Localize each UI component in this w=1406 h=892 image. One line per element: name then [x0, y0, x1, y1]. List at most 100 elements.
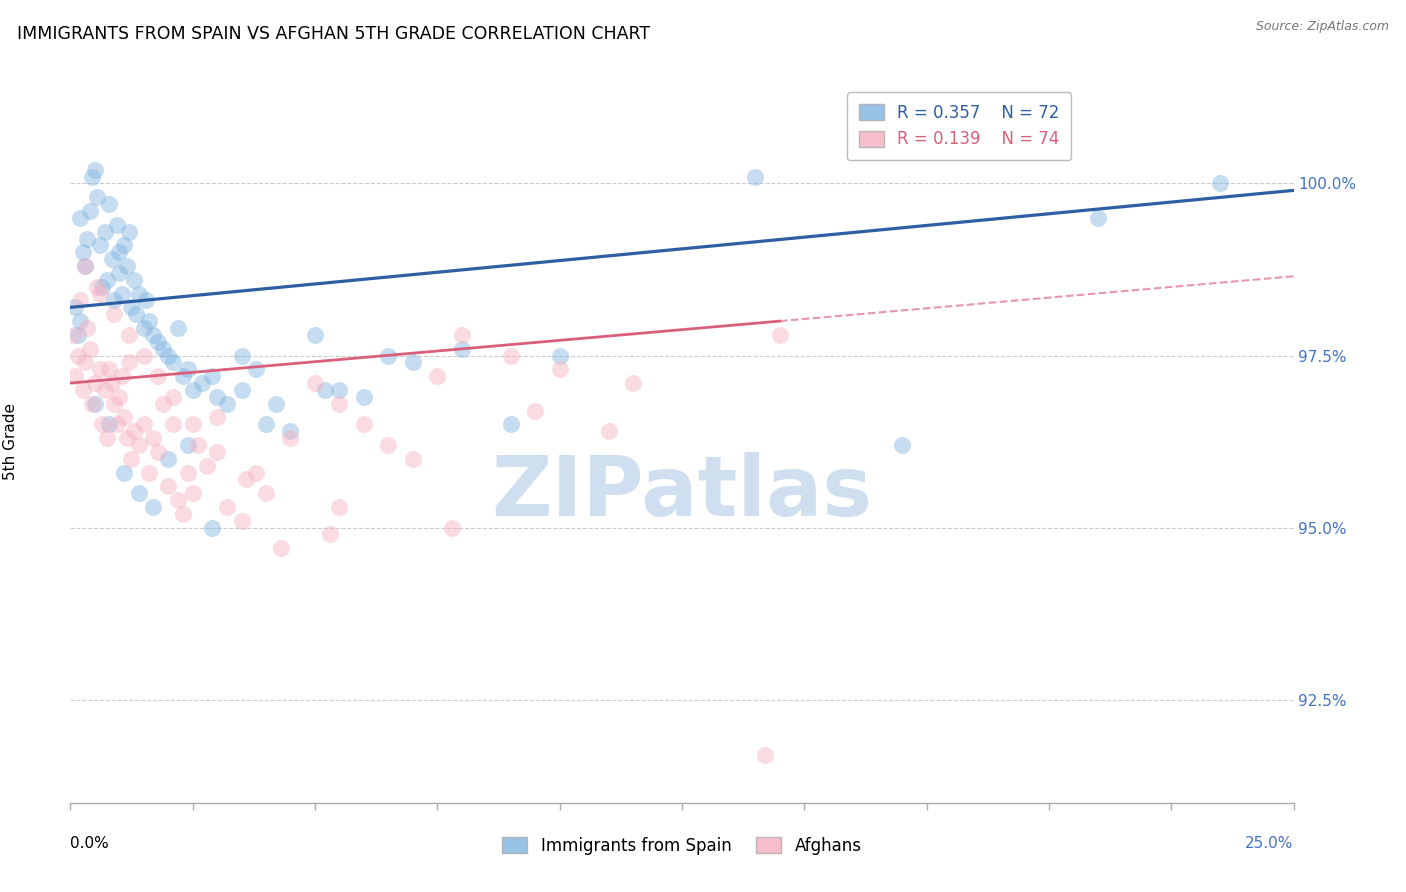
Point — [91, 279, 114, 293]
Point — [172, 369, 194, 384]
Point — [138, 466, 160, 480]
Point — [167, 493, 190, 508]
Point — [112, 466, 135, 480]
Point — [79, 342, 101, 356]
Text: 25.0%: 25.0% — [1246, 836, 1294, 851]
Point — [63, 301, 86, 315]
Point — [167, 321, 190, 335]
Point — [328, 397, 350, 411]
Point — [231, 383, 253, 397]
Point — [148, 445, 170, 459]
Point — [754, 747, 776, 762]
Point — [548, 349, 571, 363]
Point — [598, 424, 620, 438]
Point — [76, 231, 98, 245]
Point — [621, 376, 644, 390]
Point — [132, 349, 155, 363]
Point — [450, 327, 472, 342]
Point — [426, 369, 449, 384]
Point — [82, 397, 104, 411]
Point — [1209, 177, 1232, 191]
Point — [402, 451, 425, 466]
Point — [76, 321, 98, 335]
Point — [103, 397, 125, 411]
Point — [111, 369, 134, 384]
Point — [89, 362, 111, 376]
Point — [86, 190, 108, 204]
Point — [122, 424, 145, 438]
Point — [121, 301, 143, 315]
Point — [108, 266, 131, 280]
Point — [111, 286, 134, 301]
Point — [115, 431, 138, 445]
Point — [118, 225, 141, 239]
Point — [524, 403, 547, 417]
Point — [138, 314, 160, 328]
Text: 0.0%: 0.0% — [70, 836, 110, 851]
Point — [328, 500, 350, 514]
Text: ZIPatlas: ZIPatlas — [492, 451, 872, 533]
Point — [96, 273, 118, 287]
Point — [98, 362, 121, 376]
Point — [377, 349, 399, 363]
Point — [499, 349, 522, 363]
Point — [744, 169, 766, 184]
Point — [93, 383, 115, 397]
Point — [63, 369, 86, 384]
Point — [270, 541, 292, 556]
Point — [101, 252, 124, 267]
Point — [235, 472, 257, 486]
Point — [245, 362, 267, 376]
Point — [1087, 211, 1109, 225]
Point — [450, 342, 472, 356]
Point — [891, 438, 914, 452]
Point — [103, 307, 125, 321]
Point — [115, 259, 138, 273]
Point — [62, 327, 84, 342]
Point — [148, 369, 170, 384]
Point — [353, 390, 375, 404]
Point — [186, 438, 208, 452]
Point — [548, 362, 571, 376]
Point — [98, 197, 121, 211]
Point — [440, 520, 463, 534]
Point — [172, 507, 194, 521]
Point — [112, 238, 135, 252]
Point — [280, 431, 302, 445]
Point — [83, 397, 105, 411]
Point — [135, 293, 157, 308]
Point — [157, 451, 180, 466]
Point — [101, 376, 124, 390]
Point — [205, 390, 228, 404]
Point — [245, 466, 267, 480]
Point — [162, 417, 184, 432]
Point — [215, 397, 238, 411]
Point — [205, 410, 228, 425]
Point — [105, 417, 128, 432]
Point — [69, 314, 91, 328]
Point — [73, 355, 96, 369]
Point — [215, 500, 238, 514]
Point — [128, 438, 150, 452]
Point — [132, 417, 155, 432]
Point — [162, 390, 184, 404]
Text: Source: ZipAtlas.com: Source: ZipAtlas.com — [1256, 20, 1389, 33]
Point — [96, 431, 118, 445]
Point — [318, 527, 340, 541]
Point — [177, 438, 200, 452]
Point — [83, 376, 105, 390]
Point — [118, 355, 141, 369]
Point — [181, 486, 204, 500]
Point — [66, 327, 89, 342]
Point — [73, 259, 96, 273]
Legend: Immigrants from Spain, Afghans: Immigrants from Spain, Afghans — [494, 829, 870, 863]
Point — [125, 307, 148, 321]
Point — [83, 162, 105, 177]
Point — [402, 355, 425, 369]
Point — [105, 218, 128, 232]
Point — [72, 383, 94, 397]
Point — [128, 486, 150, 500]
Point — [93, 225, 115, 239]
Point — [108, 390, 131, 404]
Point — [254, 486, 277, 500]
